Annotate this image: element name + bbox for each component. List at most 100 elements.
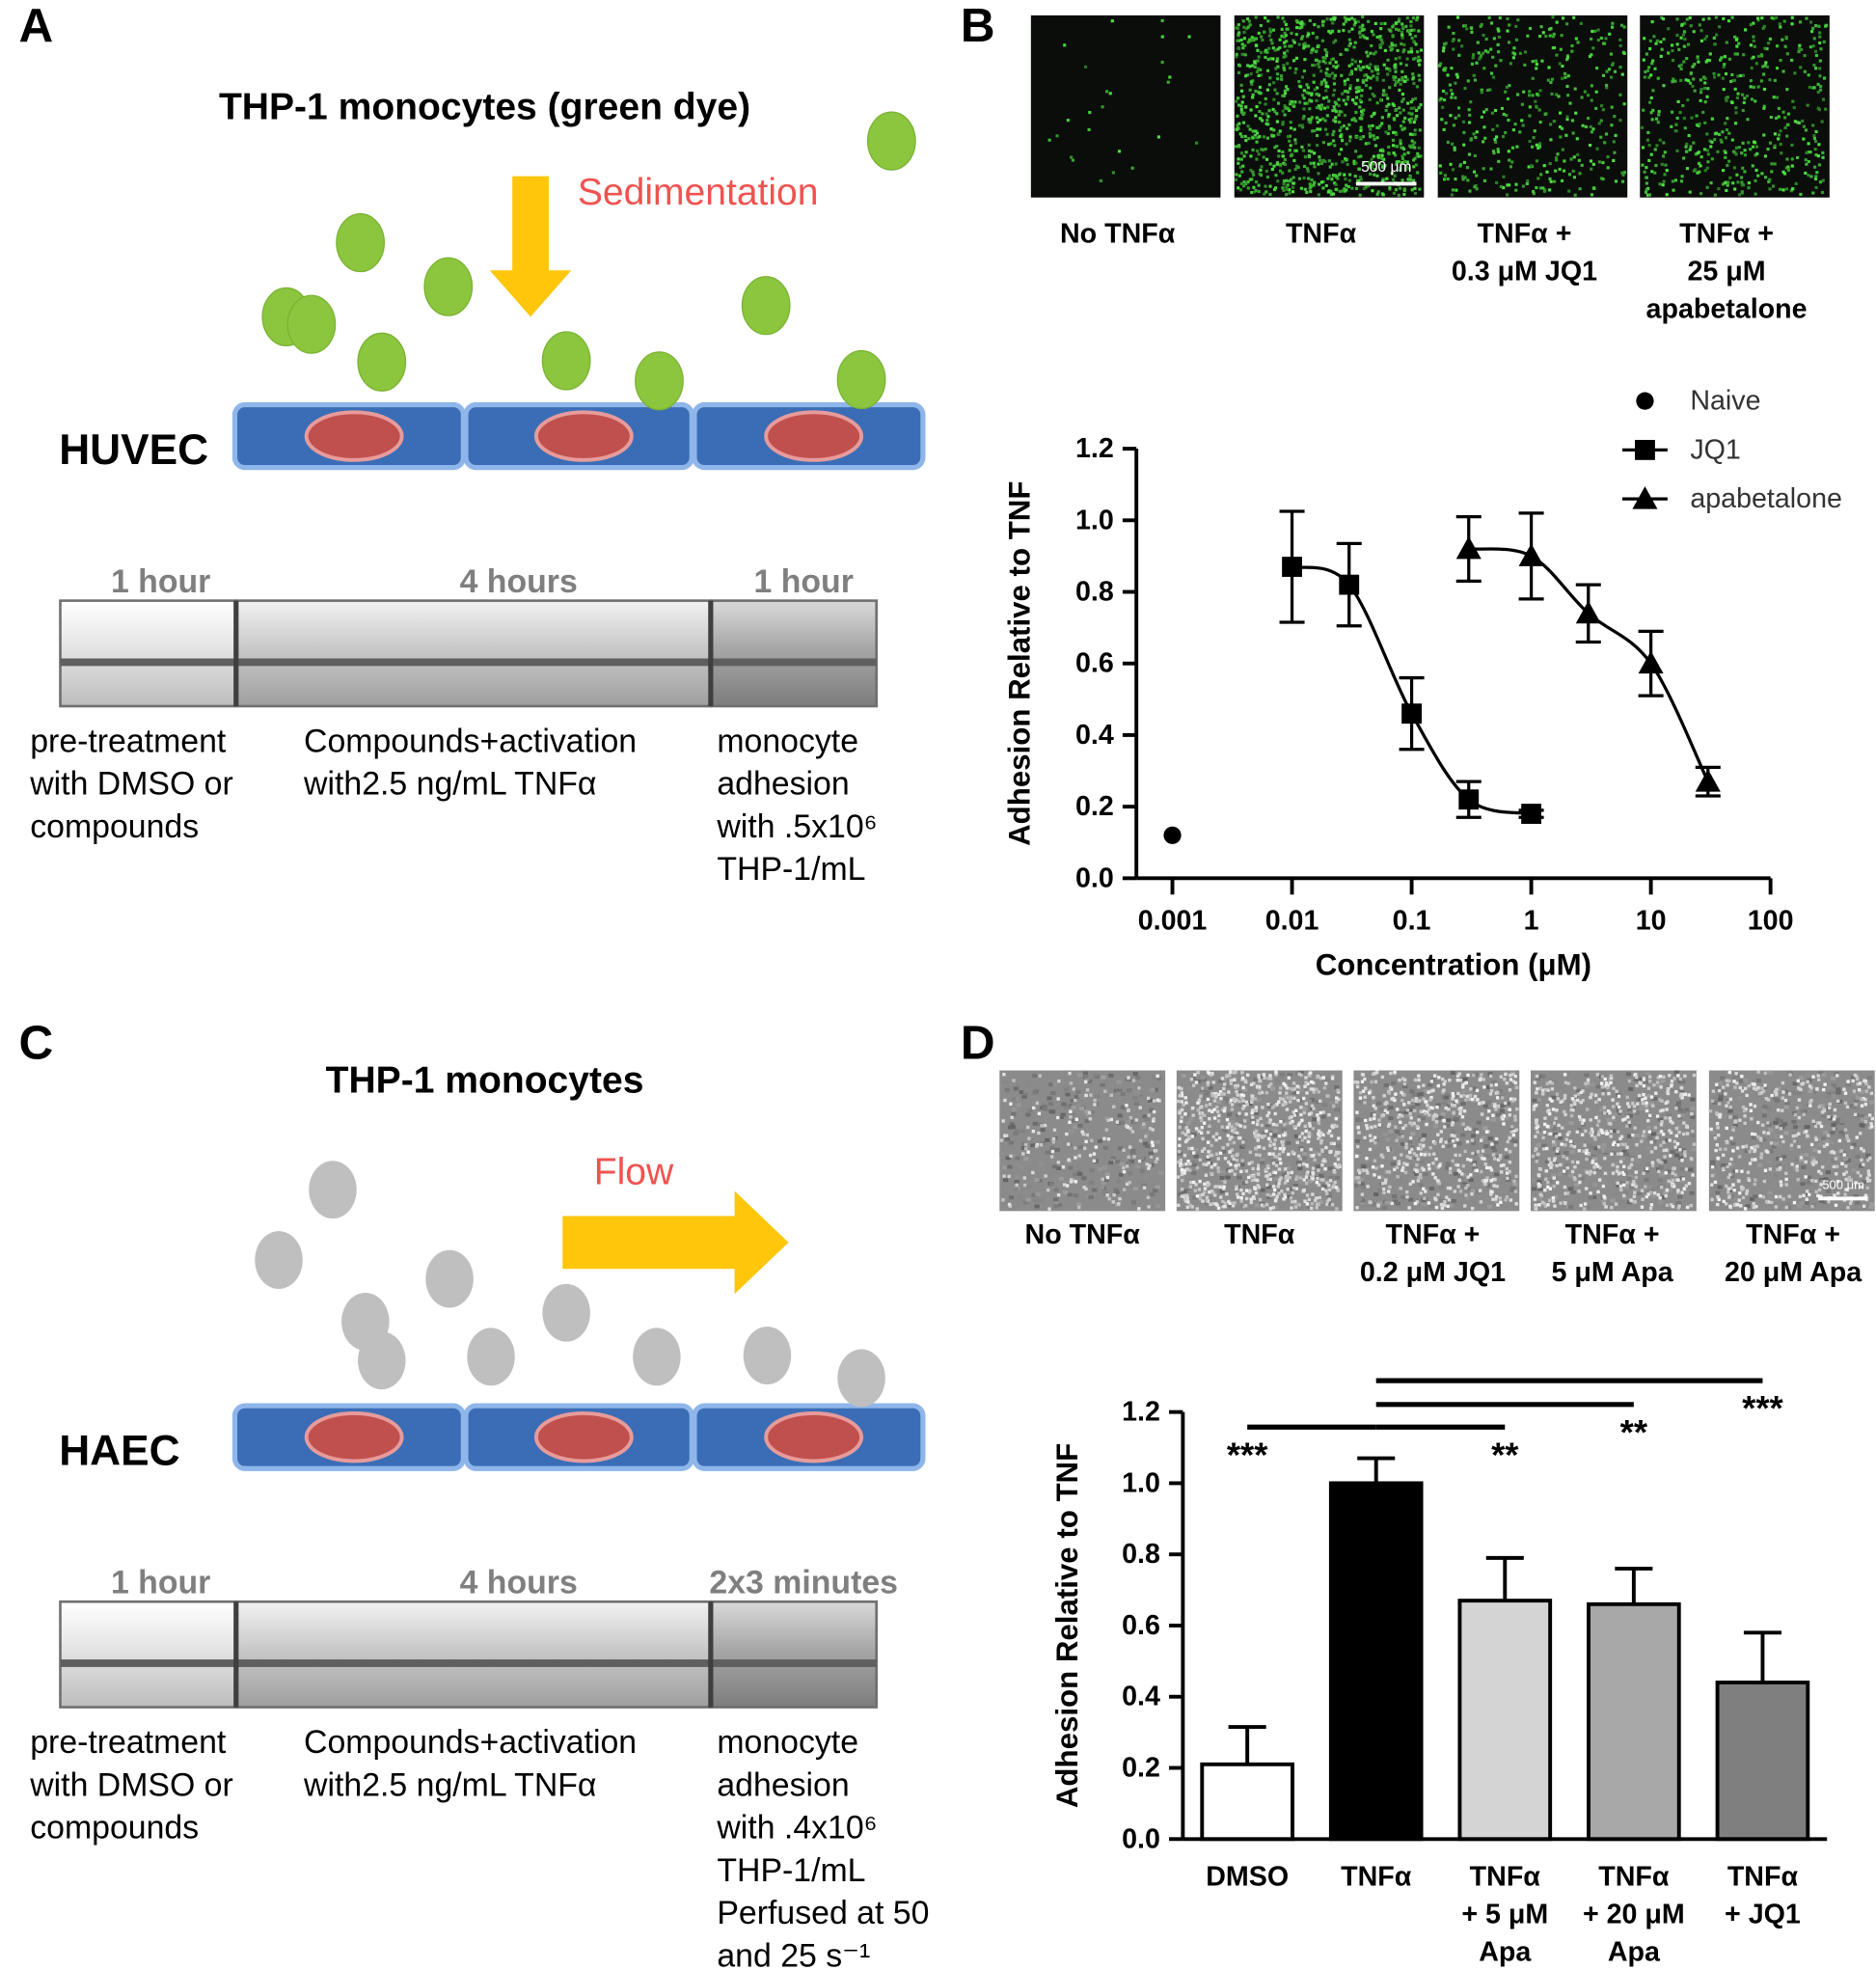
cell-dot xyxy=(1540,60,1543,63)
cell-dot xyxy=(1545,1169,1548,1172)
cell-dot xyxy=(1456,15,1459,18)
cell-dot xyxy=(1241,1086,1244,1089)
cell-dot xyxy=(1372,33,1374,36)
cell-dot xyxy=(1325,1181,1328,1184)
cell-dot xyxy=(1417,30,1420,33)
texture-dot xyxy=(1645,1173,1650,1177)
cell-dot xyxy=(1337,98,1340,101)
texture-dot xyxy=(1538,1156,1543,1160)
cell-dot xyxy=(1754,193,1757,196)
cell-dot xyxy=(1201,1137,1204,1140)
cell-dot xyxy=(1372,1165,1374,1168)
cell-nucleus xyxy=(307,1413,402,1461)
cell-dot xyxy=(1612,159,1615,162)
cell-dot xyxy=(1578,1149,1581,1152)
texture-dot xyxy=(1690,1191,1695,1195)
cell-dot xyxy=(1645,1105,1647,1108)
cell-dot xyxy=(1359,194,1362,197)
cell-dot xyxy=(1225,1074,1228,1077)
cell-dot xyxy=(1403,80,1406,83)
cell-dot xyxy=(1271,168,1274,171)
cell-dot xyxy=(1353,18,1356,21)
texture-dot xyxy=(1371,1100,1375,1104)
cell-dot xyxy=(1336,1089,1339,1092)
cell-dot xyxy=(1571,119,1574,122)
cell-dot xyxy=(1466,1158,1469,1161)
cell-dot xyxy=(1362,66,1365,68)
cell-dot xyxy=(1655,118,1658,121)
cell-dot xyxy=(1346,91,1349,94)
cell-dot xyxy=(1513,1143,1516,1146)
cell-dot xyxy=(1420,1110,1423,1113)
cell-dot xyxy=(1417,1118,1420,1121)
cell-dot xyxy=(1556,152,1559,155)
cell-dot xyxy=(1534,1206,1536,1209)
cell-dot xyxy=(1285,23,1288,26)
cell-dot xyxy=(1132,1155,1135,1158)
cell-dot xyxy=(1592,1165,1595,1168)
cell-dot xyxy=(1250,1094,1253,1097)
cell-dot xyxy=(1283,68,1286,71)
cell-dot xyxy=(1261,1124,1264,1127)
cell-dot xyxy=(1576,1161,1579,1163)
cell-dot xyxy=(1118,1197,1121,1200)
texture-dot xyxy=(1101,1134,1106,1137)
cell-dot xyxy=(1446,73,1449,76)
cell-dot xyxy=(1457,106,1460,109)
cell-dot xyxy=(1321,40,1324,42)
cell-dot xyxy=(1699,123,1701,125)
cell-dot xyxy=(1466,178,1469,181)
cell-dot xyxy=(1284,113,1287,116)
cell-dot xyxy=(1754,169,1757,172)
cell-dot xyxy=(1690,1157,1693,1160)
cell-dot xyxy=(1367,76,1370,79)
cell-dot xyxy=(1682,34,1685,37)
cell-dot xyxy=(1291,102,1294,105)
cell-dot xyxy=(1261,1106,1264,1108)
cell-dot xyxy=(1257,1138,1260,1141)
cell-dot xyxy=(1687,1093,1690,1096)
cell-dot xyxy=(1671,1121,1673,1124)
cell-dot xyxy=(1659,139,1662,142)
cell-dot xyxy=(1551,78,1554,81)
cell-dot xyxy=(1361,1192,1364,1195)
cell-dot xyxy=(1699,29,1702,32)
cell-dot xyxy=(1610,1206,1613,1209)
cell-dot xyxy=(1272,98,1275,101)
cell-dot xyxy=(1497,50,1500,53)
cell-dot xyxy=(1648,1075,1651,1078)
cell-dot xyxy=(1244,139,1247,142)
cell-dot xyxy=(1608,1111,1611,1114)
cell-dot xyxy=(1318,60,1320,63)
cell-dot xyxy=(1490,1089,1493,1092)
cell-dot xyxy=(1703,38,1706,41)
cell-dot xyxy=(1077,1206,1080,1209)
cell-dot xyxy=(1376,66,1379,68)
cell-dot xyxy=(1312,1166,1315,1169)
cell-dot xyxy=(1693,1143,1696,1146)
cell-dot xyxy=(1244,53,1247,56)
cell-dot xyxy=(1707,152,1710,155)
texture-dot xyxy=(1420,1160,1425,1163)
cell-dot xyxy=(1331,133,1334,136)
cell-dot xyxy=(1399,187,1401,190)
cell-dot xyxy=(1608,33,1611,36)
cell-dot xyxy=(1286,62,1289,65)
cell-dot xyxy=(1301,35,1304,38)
cell-dot xyxy=(1791,187,1794,190)
cell-dot xyxy=(1237,1195,1239,1198)
cell-dot xyxy=(1602,1185,1605,1188)
cell-dot xyxy=(1657,1170,1660,1173)
cell-dot xyxy=(1705,132,1708,135)
cell-dot xyxy=(1576,1099,1579,1102)
cell-dot xyxy=(1364,1119,1367,1122)
texture-dot xyxy=(1407,1140,1412,1144)
texture-dot xyxy=(1442,1101,1447,1105)
cell-dot xyxy=(1233,1158,1236,1161)
cell-dot xyxy=(1179,1094,1182,1097)
cell-dot xyxy=(1262,1204,1264,1207)
cell-dot xyxy=(1539,25,1542,28)
texture-dot xyxy=(1456,1141,1461,1145)
cell-dot xyxy=(1253,1186,1256,1189)
cell-dot xyxy=(1503,113,1506,116)
